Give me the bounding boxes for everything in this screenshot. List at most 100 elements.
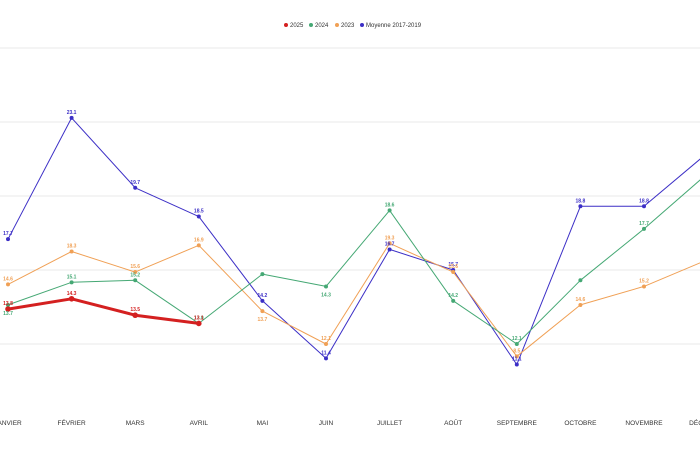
- data-point[interactable]: [133, 270, 138, 275]
- data-point[interactable]: [642, 204, 646, 209]
- legend-marker: [360, 23, 364, 27]
- data-point[interactable]: [196, 214, 201, 219]
- data-point[interactable]: [387, 241, 392, 246]
- data-label: 19.3: [385, 235, 395, 241]
- data-label: 11.4: [321, 350, 331, 356]
- series-1: [6, 179, 700, 346]
- data-label: 15.2: [639, 278, 649, 284]
- legend-item-1[interactable]: 2024: [309, 23, 329, 29]
- data-point[interactable]: [387, 247, 392, 252]
- x-axis: JANVIER FÉVRIER MARS AVRIL MAI JUIN JUILLET AOÛ…: [0, 418, 700, 427]
- data-label: 18.8: [576, 198, 586, 204]
- data-label: 14.3: [321, 292, 331, 298]
- data-label: 11.1: [512, 357, 522, 363]
- x-tick-label: FÉVRIER: [58, 418, 86, 427]
- data-point[interactable]: [69, 280, 74, 285]
- series-2: [6, 241, 700, 359]
- data-label: 13.0: [194, 315, 204, 321]
- legend-item-0[interactable]: 2025: [284, 23, 304, 29]
- data-label: 13.5: [130, 307, 140, 313]
- data-label: 15.1: [67, 274, 77, 280]
- x-tick-label: MAI: [257, 420, 269, 427]
- data-label: 13.7: [258, 317, 268, 323]
- x-tick-label: JUILLET: [377, 420, 402, 427]
- data-label: 15.6: [130, 264, 140, 270]
- data-point[interactable]: [578, 302, 583, 307]
- data-point[interactable]: [578, 278, 583, 283]
- gridlines: [0, 47, 700, 345]
- data-label: 13.7: [3, 311, 13, 317]
- data-label: 17.7: [639, 221, 649, 227]
- data-point[interactable]: [69, 115, 74, 120]
- x-tick-label: OCTOBRE: [564, 420, 597, 427]
- data-point[interactable]: [196, 320, 202, 327]
- legend-label: Moyenne 2017-2019: [366, 23, 422, 29]
- data-point[interactable]: [196, 243, 201, 248]
- data-label: 13.1: [194, 315, 204, 321]
- data-label: 8.5: [513, 348, 520, 354]
- data-label: 19.7: [130, 180, 140, 186]
- legend-marker: [335, 23, 339, 27]
- data-point[interactable]: [514, 342, 519, 346]
- series-line: [7, 179, 700, 345]
- data-point[interactable]: [6, 237, 10, 242]
- data-point[interactable]: [642, 226, 646, 231]
- data-label: 12.1: [512, 336, 522, 342]
- data-point[interactable]: [324, 284, 328, 289]
- data-point[interactable]: [260, 309, 265, 314]
- data-point[interactable]: [133, 278, 138, 283]
- x-tick-label: AVRIL: [190, 420, 209, 427]
- data-label: 23.1: [67, 110, 77, 116]
- data-point[interactable]: [132, 312, 138, 319]
- data-point[interactable]: [578, 204, 583, 209]
- legend-item-2[interactable]: 2023: [335, 23, 355, 29]
- x-tick-label: JUIN: [319, 420, 334, 427]
- x-tick-label: DÉCEMBRE: [689, 418, 700, 427]
- legend-marker: [284, 23, 288, 27]
- data-label: 18.5: [194, 209, 204, 215]
- data-point[interactable]: [387, 208, 392, 213]
- data-point[interactable]: [6, 282, 10, 287]
- x-tick-label: SEPTEMBRE: [497, 420, 538, 427]
- data-label: 14.2: [448, 293, 458, 299]
- x-tick-label: NOVEMBRE: [625, 420, 663, 427]
- data-label: 14.6: [576, 297, 586, 303]
- data-label: 12.1: [321, 336, 331, 342]
- legend-item-3[interactable]: Moyenne 2017-2019: [360, 23, 422, 29]
- x-tick-label: AOÛT: [444, 418, 462, 427]
- data-label: 14.2: [258, 293, 268, 299]
- data-label: 16.7: [385, 241, 395, 247]
- data-label: 17.7: [3, 231, 13, 237]
- legend-label: 2023: [341, 23, 355, 29]
- data-point[interactable]: [133, 185, 138, 190]
- data-label: 18.8: [639, 198, 649, 204]
- data-point[interactable]: [6, 302, 10, 307]
- series-line: [7, 297, 199, 325]
- series-3: [6, 115, 700, 367]
- data-label: 14.6: [3, 276, 13, 282]
- data-point[interactable]: [69, 249, 74, 254]
- data-label: 15.6: [448, 264, 458, 270]
- data-point[interactable]: [324, 356, 328, 361]
- data-point[interactable]: [68, 295, 75, 302]
- data-point[interactable]: [260, 272, 265, 277]
- legend-label: 2024: [315, 23, 329, 29]
- data-point[interactable]: [514, 354, 519, 359]
- data-point[interactable]: [324, 342, 328, 346]
- series-0: [5, 295, 202, 327]
- data-point[interactable]: [451, 270, 456, 275]
- data-point[interactable]: [5, 306, 11, 312]
- data-label: 15.2: [130, 272, 140, 278]
- data-label: 18.3: [67, 244, 77, 250]
- legend-marker: [309, 23, 313, 27]
- x-tick-label: JANVIER: [0, 420, 22, 427]
- data-label: 18.6: [385, 202, 395, 208]
- data-label: 14.3: [67, 291, 77, 297]
- data-point[interactable]: [642, 284, 646, 289]
- data-point[interactable]: [451, 298, 456, 303]
- data-point[interactable]: [514, 362, 519, 367]
- data-point[interactable]: [260, 298, 265, 303]
- data-label: 16.9: [194, 237, 204, 243]
- data-labels: 17.7 23.1 19.7 18.5 14.2 11.4 16.7 15.7 11.1 18.8…: [3, 110, 649, 363]
